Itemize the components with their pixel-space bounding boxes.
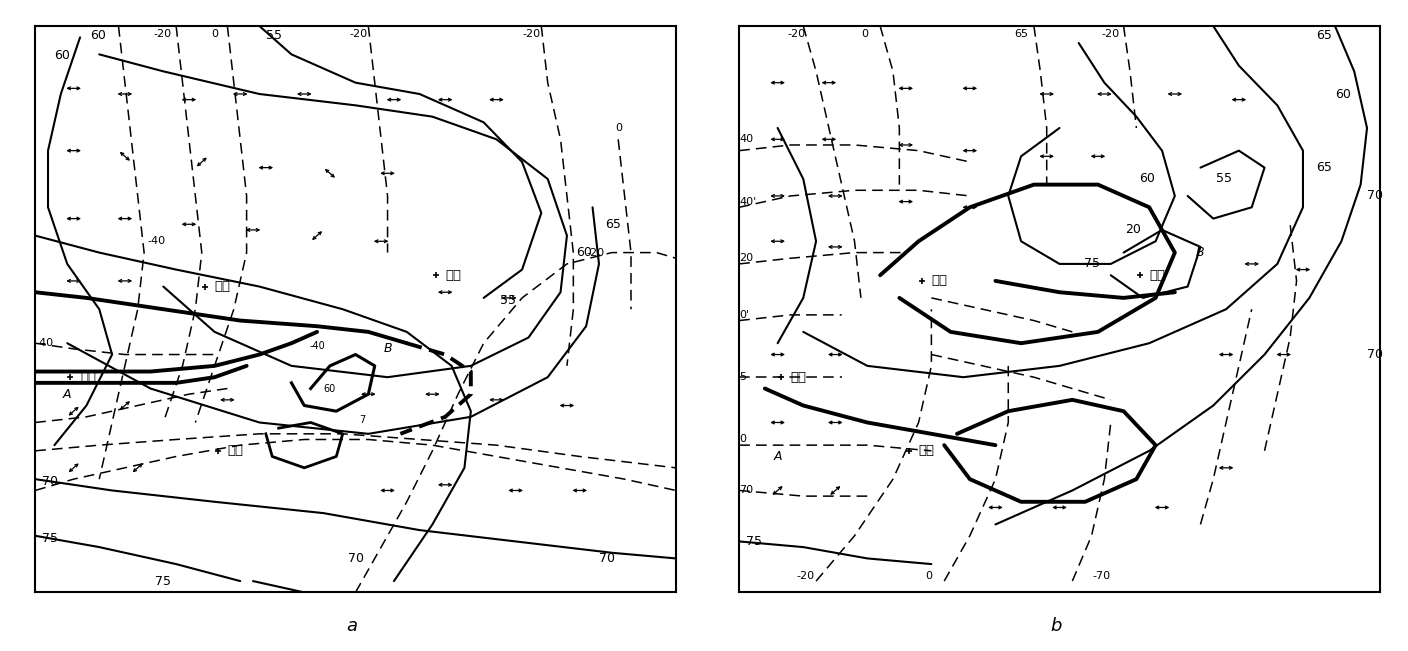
Text: -20: -20 xyxy=(1101,29,1119,39)
Text: 75: 75 xyxy=(1084,257,1100,270)
Text: 70: 70 xyxy=(348,552,363,565)
Text: 60: 60 xyxy=(55,49,70,62)
Text: 65: 65 xyxy=(1315,161,1332,174)
Text: 济南: 济南 xyxy=(918,445,935,457)
Text: 40': 40' xyxy=(739,197,756,206)
Text: 65: 65 xyxy=(605,218,621,230)
Text: 75: 75 xyxy=(155,575,172,588)
Text: 7: 7 xyxy=(359,415,365,424)
Text: -20: -20 xyxy=(349,29,367,39)
Text: 70: 70 xyxy=(739,486,753,495)
Text: -40: -40 xyxy=(35,339,54,348)
Text: 60: 60 xyxy=(1335,87,1350,100)
Text: a: a xyxy=(346,617,358,635)
Text: 55: 55 xyxy=(1217,173,1232,186)
Text: -20: -20 xyxy=(586,247,604,258)
Text: B: B xyxy=(383,342,391,355)
Text: 60: 60 xyxy=(324,383,337,393)
Text: 太原: 太原 xyxy=(80,370,96,383)
Text: 0: 0 xyxy=(211,29,218,39)
Text: 70: 70 xyxy=(598,552,615,565)
Text: -20: -20 xyxy=(797,571,815,581)
Text: -40: -40 xyxy=(148,236,166,246)
Text: 0: 0 xyxy=(739,434,746,445)
Text: 65: 65 xyxy=(1015,29,1029,39)
Text: 60: 60 xyxy=(90,29,106,42)
Text: 40: 40 xyxy=(739,134,753,145)
Text: 20: 20 xyxy=(1125,223,1140,236)
Text: b: b xyxy=(1050,617,1062,635)
Text: A: A xyxy=(63,388,72,400)
Text: 60: 60 xyxy=(1139,173,1156,186)
Text: -20: -20 xyxy=(153,29,172,39)
Text: 太原: 太原 xyxy=(790,370,807,383)
Text: 70: 70 xyxy=(1367,189,1383,202)
Text: 70: 70 xyxy=(1367,348,1383,361)
Text: 75: 75 xyxy=(746,535,762,548)
Text: 20: 20 xyxy=(739,253,753,263)
Text: 55: 55 xyxy=(500,294,515,307)
Text: 0': 0' xyxy=(739,310,749,320)
Text: A: A xyxy=(773,450,781,463)
Text: 55: 55 xyxy=(266,29,282,42)
Text: 75: 75 xyxy=(42,532,58,545)
Text: 65: 65 xyxy=(1315,29,1332,42)
Text: 0: 0 xyxy=(860,29,867,39)
Text: 70: 70 xyxy=(42,475,58,488)
Text: -70: -70 xyxy=(1093,571,1111,581)
Text: 北京: 北京 xyxy=(932,275,948,287)
Text: 北京: 北京 xyxy=(214,280,231,293)
Text: 60: 60 xyxy=(576,246,593,259)
Text: 沈阳: 沈阳 xyxy=(445,269,462,282)
Text: 沈阳: 沈阳 xyxy=(1149,269,1166,282)
Text: 济南: 济南 xyxy=(228,445,244,457)
Text: 5: 5 xyxy=(739,372,746,382)
Text: 0: 0 xyxy=(925,571,932,581)
Text: -20: -20 xyxy=(522,29,541,39)
Text: -40: -40 xyxy=(310,341,325,351)
Text: 0: 0 xyxy=(615,123,622,133)
Text: -20: -20 xyxy=(787,29,805,39)
Text: B: B xyxy=(1197,246,1205,259)
